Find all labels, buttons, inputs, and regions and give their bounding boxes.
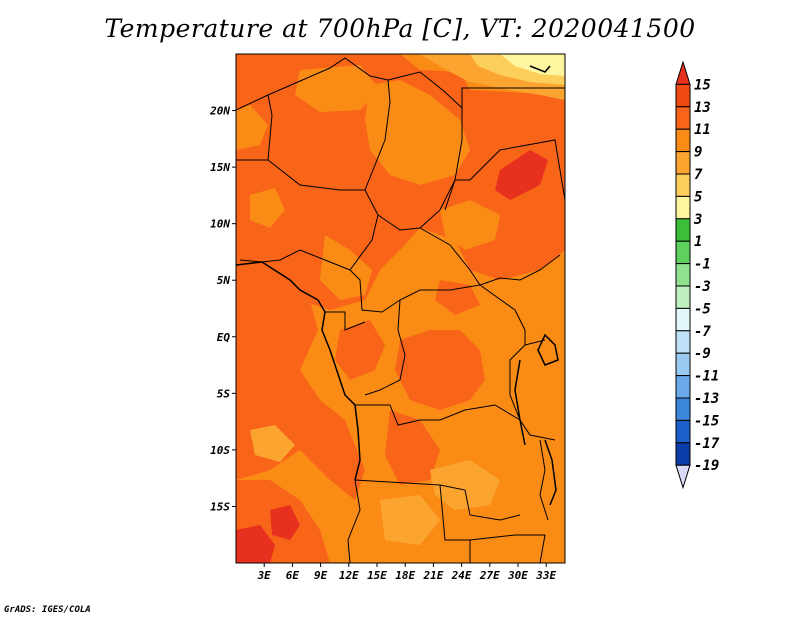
map-title: Temperature at 700hPa [C], VT: 202004150…	[104, 14, 696, 43]
colorbar-label: 1	[694, 234, 702, 250]
colorbar-swatch	[675, 352, 691, 377]
colorbar-top-arrow	[675, 60, 691, 85]
lon-tick-label: 6E	[286, 569, 300, 582]
colorbar-label: 7	[694, 167, 703, 183]
colorbar-bottom-arrow	[675, 464, 691, 490]
field-band-9-11-pockets	[236, 65, 500, 300]
lon-tick-label: 27E	[479, 569, 500, 582]
colorbar-swatch	[675, 151, 691, 175]
lon-tick-label: 9E	[314, 569, 328, 582]
lon-tick-label: 24E	[451, 569, 472, 582]
field-band-3-5	[500, 54, 565, 76]
lat-tick-label: 10S	[210, 444, 230, 457]
colorbar-label: 13	[694, 100, 711, 116]
colorbar-label: 15	[694, 77, 711, 93]
colorbar-label: -11	[694, 369, 719, 385]
colorbar-swatch	[675, 307, 691, 332]
grads-credit: GrADS: IGES/COLA	[4, 605, 91, 615]
colorbar-swatch	[675, 106, 691, 130]
colorbar-swatch	[675, 285, 691, 309]
colorbar-label: 11	[694, 122, 711, 138]
colorbar-swatch	[675, 173, 691, 197]
lon-tick-label: 30E	[507, 569, 528, 582]
colorbar-swatch	[675, 442, 691, 466]
colorbar-label: -15	[694, 413, 719, 429]
colorbar-swatch	[675, 263, 691, 287]
colorbar-label: -1	[694, 257, 711, 273]
colorbar-swatch	[675, 330, 691, 354]
colorbar-swatch	[675, 397, 691, 421]
country-borders	[236, 57, 565, 563]
colorbar-label: -3	[694, 279, 711, 295]
lat-tick-label: EQ	[217, 331, 231, 344]
colorbar-swatch	[675, 240, 691, 265]
lon-tick-label: 21E	[422, 569, 443, 582]
colorbar-swatch	[675, 419, 691, 444]
lon-tick-label: 33E	[535, 569, 556, 582]
field-band-13-15	[236, 150, 548, 563]
colorbar-label: 9	[694, 145, 702, 161]
lon-tick-label: 15E	[367, 569, 387, 582]
colorbar-label: -9	[694, 346, 711, 362]
colorbar-label: -17	[694, 436, 720, 452]
temperature-field	[236, 54, 565, 563]
lat-tick-label: 20N	[209, 105, 230, 118]
lon-tick-label: 3E	[257, 569, 272, 582]
colorbar-label: -7	[694, 324, 711, 340]
lat-tick-label: 15S	[210, 500, 230, 513]
colorbar-swatch	[675, 83, 691, 108]
lat-tick-label: 5N	[217, 274, 231, 287]
colorbar-label: -13	[694, 391, 719, 407]
colorbar-label: 5	[694, 189, 702, 205]
latitude-axis: 20N 15N 10N 5N EQ 5S 10S 15S	[209, 105, 236, 513]
lat-tick-label: 15N	[210, 161, 230, 174]
lon-tick-label: 18E	[395, 569, 415, 582]
colorbar-swatch	[675, 128, 691, 153]
longitude-axis: 3E 6E 9E 12E 15E 18E 21E 24E 27E 30E 33E	[257, 563, 557, 582]
colorbar-label: -5	[694, 301, 711, 317]
colorbar-swatch	[675, 218, 691, 242]
lat-tick-label: 5S	[217, 387, 231, 400]
coastline	[236, 65, 559, 506]
colorbar: 15 13 11 9 7 5 3 1 -1 -3 -5 -7 -9 -11 -13 -15 -17 -19	[675, 60, 720, 490]
colorbar-label: 3	[693, 212, 702, 228]
lon-tick-label: 12E	[339, 569, 359, 582]
lat-tick-label: 10N	[210, 218, 230, 231]
colorbar-swatch	[675, 375, 691, 399]
plot-frame	[235, 53, 566, 564]
colorbar-swatch	[675, 195, 691, 220]
colorbar-label: -19	[694, 458, 719, 474]
